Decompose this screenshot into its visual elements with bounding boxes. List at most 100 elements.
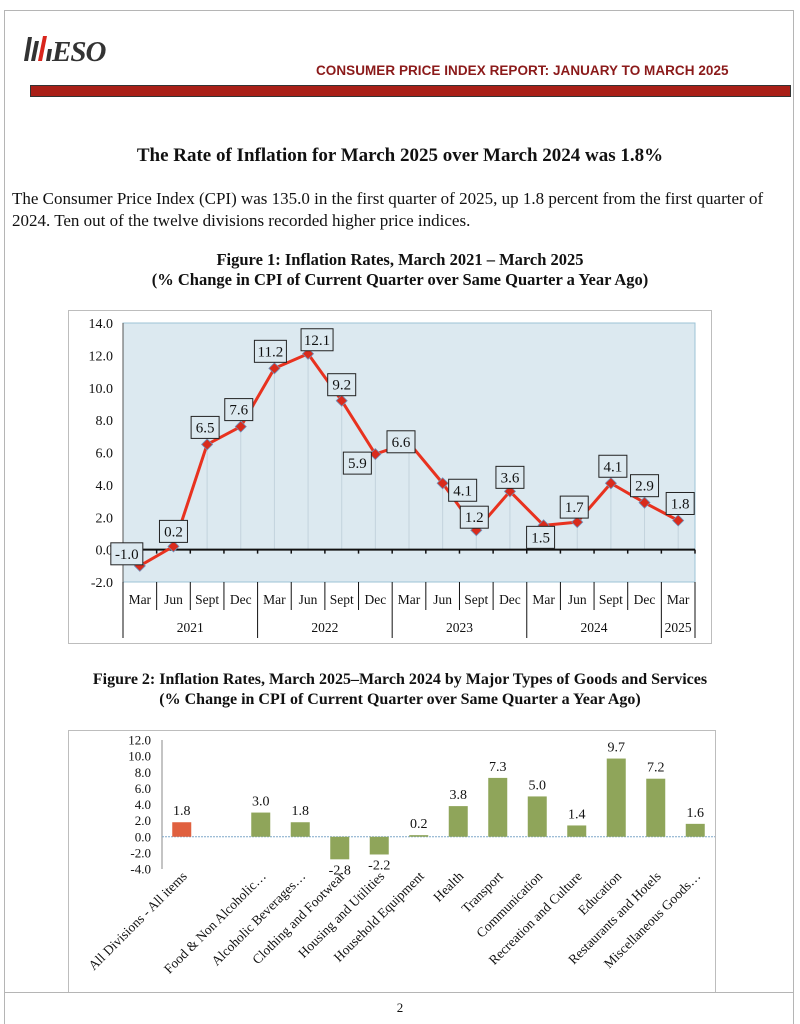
y-tick-label: -2.0 xyxy=(91,576,113,591)
data-label: 7.2 xyxy=(647,761,665,776)
x-category-label: Dec xyxy=(634,592,656,607)
intro-paragraph: The Consumer Price Index (CPI) was 135.0… xyxy=(12,189,764,230)
data-label-box xyxy=(386,430,416,454)
data-label: -1.0 xyxy=(115,547,139,563)
data-label: 1.8 xyxy=(671,496,690,512)
data-label-box xyxy=(448,478,478,502)
bar xyxy=(527,796,547,837)
eso-logo: ESO xyxy=(24,36,107,63)
bar xyxy=(409,835,429,837)
data-label-box xyxy=(224,398,254,422)
footer-rule xyxy=(4,992,794,993)
bar xyxy=(251,812,271,837)
figure2-title-line2: (% Change in CPI of Current Quarter over… xyxy=(159,691,641,708)
y-tick-label: 8.0 xyxy=(96,414,114,429)
data-label: 1.4 xyxy=(568,807,586,822)
y-tick-label: 10.0 xyxy=(89,382,114,397)
x-category-label: Sept xyxy=(195,592,219,607)
logo-bar-1 xyxy=(24,37,32,61)
data-label-box xyxy=(665,491,695,515)
data-label-box xyxy=(253,339,287,363)
page-number: 2 xyxy=(396,1000,404,1015)
data-label-box xyxy=(327,373,357,397)
data-label: 9.2 xyxy=(332,378,351,394)
x-category-label: Dec xyxy=(230,592,252,607)
logo-text: ESO xyxy=(51,36,106,63)
data-label: 4.1 xyxy=(604,459,623,475)
bar xyxy=(488,777,508,837)
y-tick-label: 4.0 xyxy=(96,479,114,494)
data-label: 1.7 xyxy=(565,500,584,516)
data-point-marker xyxy=(436,477,449,490)
bar xyxy=(330,836,350,860)
x-year-label: 2025 xyxy=(665,620,692,635)
data-label: 0.2 xyxy=(410,817,428,832)
figure2-title-line1: Figure 2: Inflation Rates, March 2025–Ma… xyxy=(92,671,708,688)
figure1-line-chart: 14.0 12.0 10.0 8.0 6.0 4.0 2.0 0.0 -2.0 Mar Jun Sep… xyxy=(89,317,696,638)
data-label-box xyxy=(459,505,489,529)
x-category-label: Mar xyxy=(532,592,555,607)
y-tick-label: -2.0 xyxy=(130,845,151,860)
figure1-title: Figure 1: Inflation Rates, March 2021 – … xyxy=(0,250,800,290)
y-tick-label: 4.0 xyxy=(135,797,151,812)
x-year-label: 2024 xyxy=(581,620,608,635)
logo-bar-3 xyxy=(46,49,52,61)
bar xyxy=(448,806,468,837)
logo-bar-red xyxy=(38,36,47,61)
data-label-box xyxy=(495,465,525,489)
data-label: 3.0 xyxy=(252,795,270,810)
data-label: 2.9 xyxy=(635,479,654,495)
data-point-marker xyxy=(268,362,281,375)
report-title: CONSUMER PRICE INDEX REPORT: JANUARY TO … xyxy=(316,63,729,78)
page-frame xyxy=(4,10,794,1024)
x-category-label: Mar xyxy=(667,592,690,607)
data-point-marker xyxy=(234,420,247,433)
x-category-label: Jun xyxy=(568,592,587,607)
data-label-box xyxy=(158,519,188,543)
data-label: 1.8 xyxy=(292,804,310,819)
data-label: 1.8 xyxy=(173,804,191,819)
data-label: -2.8 xyxy=(329,863,351,878)
data-label: 4.1 xyxy=(453,483,472,499)
data-label-box xyxy=(630,474,660,498)
data-label: 6.5 xyxy=(196,420,215,436)
x-year-label: 2023 xyxy=(446,620,473,635)
data-label-box xyxy=(526,525,556,549)
figure1-title-line2: (% Change in CPI of Current Quarter over… xyxy=(151,270,649,289)
figure2-chart-box: 12.0 10.0 8.0 6.0 4.0 2.0 0.0 -2.0 -4.0 1.8 3.0 1.8… xyxy=(68,730,716,992)
data-label: 1.6 xyxy=(687,806,705,821)
data-point-marker xyxy=(335,394,348,407)
bar xyxy=(290,822,310,837)
header-accent-bar xyxy=(30,85,791,97)
figure2-bar-chart: 12.010.08.06.04.02.00.0-2.0 -4.0 1.8 3.0 1.8… xyxy=(85,733,715,976)
data-label: 3.6 xyxy=(501,470,520,486)
data-label: -2.2 xyxy=(368,858,390,873)
data-label: 5.9 xyxy=(348,456,367,472)
x-year-label: 2022 xyxy=(311,620,338,635)
y-tick-label: 10.0 xyxy=(128,749,151,764)
y-tick-label: 6.0 xyxy=(135,781,151,796)
y-tick-label: 6.0 xyxy=(96,447,114,462)
x-category-label: Sept xyxy=(599,592,623,607)
bar xyxy=(646,778,666,837)
y-tick-label: 2.0 xyxy=(96,511,114,526)
data-label-box xyxy=(110,542,144,566)
data-label-box xyxy=(300,328,334,352)
y-tick-label: -4.0 xyxy=(130,862,151,877)
data-point-marker xyxy=(167,540,180,553)
x-category-label: Jun xyxy=(433,592,452,607)
data-label: 7.3 xyxy=(489,760,507,775)
data-label: 1.2 xyxy=(465,510,484,526)
x-category-label: Mar xyxy=(129,592,152,607)
data-point-marker xyxy=(604,477,617,490)
y-tick-label: 12.0 xyxy=(89,349,114,364)
figure1-chart-box: 14.0 12.0 10.0 8.0 6.0 4.0 2.0 0.0 -2.0 Mar Jun Sep… xyxy=(68,310,712,644)
data-label: 1.5 xyxy=(531,530,550,546)
data-label-box xyxy=(342,451,372,475)
data-label-box xyxy=(598,454,628,478)
x-category-label: Dec xyxy=(499,592,521,607)
y-tick-label: 8.0 xyxy=(135,765,151,780)
y-tick-label: 0.0 xyxy=(96,544,114,559)
y-tick-label: 0.0 xyxy=(135,829,151,844)
bar xyxy=(567,825,587,837)
